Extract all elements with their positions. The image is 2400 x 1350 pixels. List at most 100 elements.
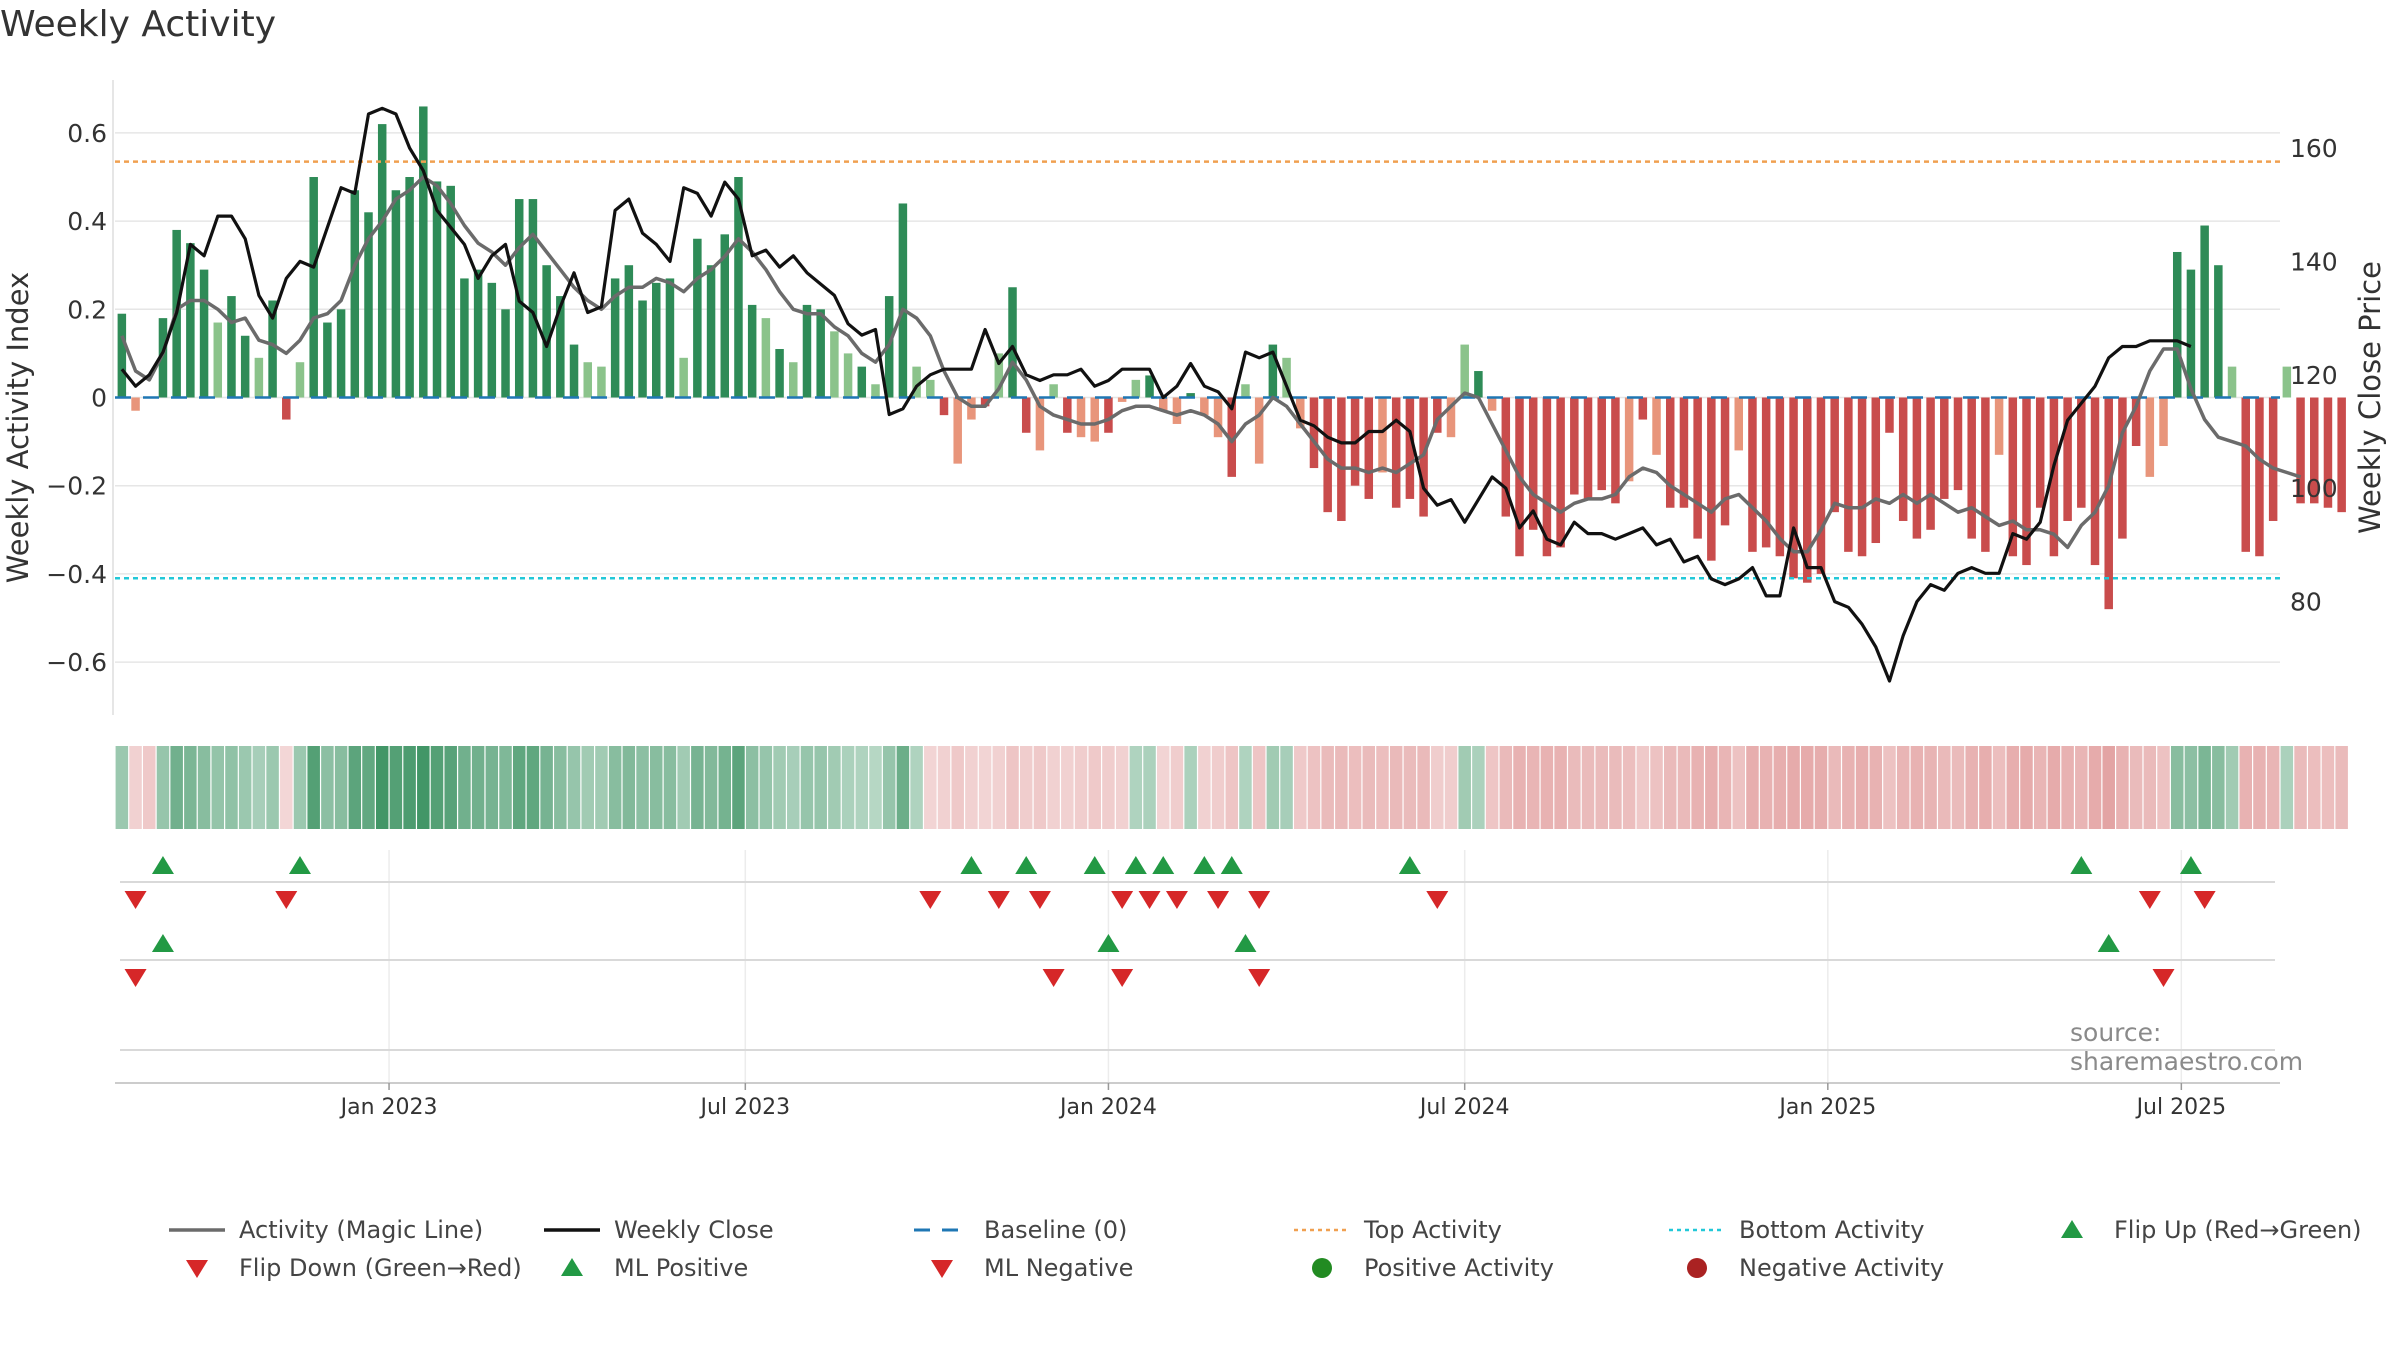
legend-item: Flip Up (Red→Green) (2040, 1210, 2362, 1250)
legend-item: Activity (Magic Line) (165, 1210, 483, 1250)
activity-bar (556, 296, 565, 398)
activity-bar (542, 265, 551, 398)
activity-bar (1474, 371, 1483, 398)
heat-cell (1280, 746, 1293, 829)
activity-bar (199, 269, 209, 398)
up-marker (288, 856, 311, 874)
heat-cell (773, 746, 786, 829)
activity-bar (610, 278, 620, 398)
heat-cell (636, 746, 649, 829)
heat-cell (293, 746, 307, 829)
heat-cell (143, 746, 156, 829)
activity-bar (1775, 397, 1785, 557)
activity-bar (186, 243, 195, 398)
heat-cell (1773, 746, 1787, 829)
heat-cell (814, 746, 827, 829)
activity-bar (282, 397, 291, 420)
heat-cell (225, 746, 238, 829)
activity-bar (1063, 397, 1072, 433)
activity-bar (309, 177, 318, 398)
heat-cell (2184, 746, 2198, 829)
activity-bar (2008, 397, 2018, 557)
activity-bar (569, 344, 579, 398)
activity-bar (665, 278, 675, 398)
activity-bar (1076, 397, 1086, 438)
heat-cell (622, 746, 636, 829)
legend-label: Bottom Activity (1739, 1216, 1925, 1244)
left-tick-label: −0.2 (46, 472, 107, 501)
heat-cell (1102, 746, 1115, 829)
heat-cell (252, 746, 266, 829)
legend-swatch (544, 1228, 600, 1232)
heat-cell (2102, 746, 2115, 829)
down-marker (1165, 891, 1188, 909)
heat-cell (1444, 746, 1458, 829)
heat-cell (1472, 746, 1485, 829)
heat-cell (869, 746, 882, 829)
heat-cell (2253, 746, 2266, 829)
activity-bar (1816, 397, 1826, 574)
heat-cell (1622, 746, 1636, 829)
heat-cell (896, 746, 910, 829)
heat-cell (1019, 746, 1033, 829)
activity-bar (1720, 397, 1730, 526)
activity-bar (2241, 397, 2250, 552)
activity-bar (473, 269, 483, 398)
heat-cell (444, 746, 457, 829)
activity-bar (1570, 397, 1579, 495)
down-marker (1111, 891, 1134, 909)
activity-bar (364, 212, 373, 398)
up-marker (1152, 856, 1175, 874)
activity-bar (1734, 397, 1743, 451)
heat-cell (1403, 746, 1417, 829)
legend-item: Flip Down (Green→Red) (165, 1248, 522, 1288)
legend-label: Weekly Close (614, 1216, 774, 1244)
heat-cell (1006, 746, 1019, 829)
legend-label: Activity (Magic Line) (239, 1216, 484, 1244)
activity-bar (1844, 397, 1853, 552)
heat-cell (2170, 746, 2184, 829)
heat-cell (965, 746, 978, 829)
heat-cell (1759, 746, 1773, 829)
up-marker (151, 934, 174, 952)
activity-bar (1241, 384, 1250, 398)
activity-bar (2049, 397, 2059, 557)
heat-cell (266, 746, 279, 829)
activity-bar (2337, 397, 2346, 513)
legend-swatch (1312, 1258, 1332, 1278)
activity-bar (1665, 397, 1675, 508)
heat-cell (1526, 746, 1540, 829)
activity-bar (1446, 397, 1456, 438)
heat-cell (1965, 746, 1978, 829)
activity-bar (2145, 397, 2155, 477)
activity-bar (2214, 265, 2223, 398)
activity-bar (1912, 397, 1922, 539)
activity-bar (1994, 397, 2004, 455)
activity-bar (1158, 397, 1168, 411)
up-marker (2097, 934, 2120, 952)
activity-bar (1323, 397, 1332, 513)
activity-bar (789, 362, 798, 398)
down-marker (124, 891, 147, 909)
up-marker (1193, 856, 1216, 874)
activity-bar (1748, 397, 1757, 552)
signal-rows (120, 856, 2275, 1051)
heat-cell (924, 746, 937, 829)
down-marker (2138, 891, 2161, 909)
activity-bar (350, 190, 360, 398)
heat-cell (1732, 746, 1746, 829)
activity-bar (912, 366, 921, 398)
activity-bar (775, 348, 784, 398)
heat-cell (704, 746, 718, 829)
left-axis-title: Weekly Activity Index (1, 272, 35, 583)
legend-item: Top Activity (1290, 1210, 1502, 1250)
left-tick-label: 0 (91, 384, 107, 413)
right-tick-label: 120 (2290, 361, 2338, 390)
activity-bar (1528, 397, 1538, 530)
heat-cell (2020, 746, 2033, 829)
heat-cell (745, 746, 759, 829)
activity-bar (693, 238, 702, 398)
heat-cell (1979, 746, 1992, 829)
activity-bar (1213, 397, 1223, 438)
x-axis: Jan 2023 Jul 2023 Jan 2024 Jul 2024 Jan 2025… (115, 1082, 2280, 1120)
